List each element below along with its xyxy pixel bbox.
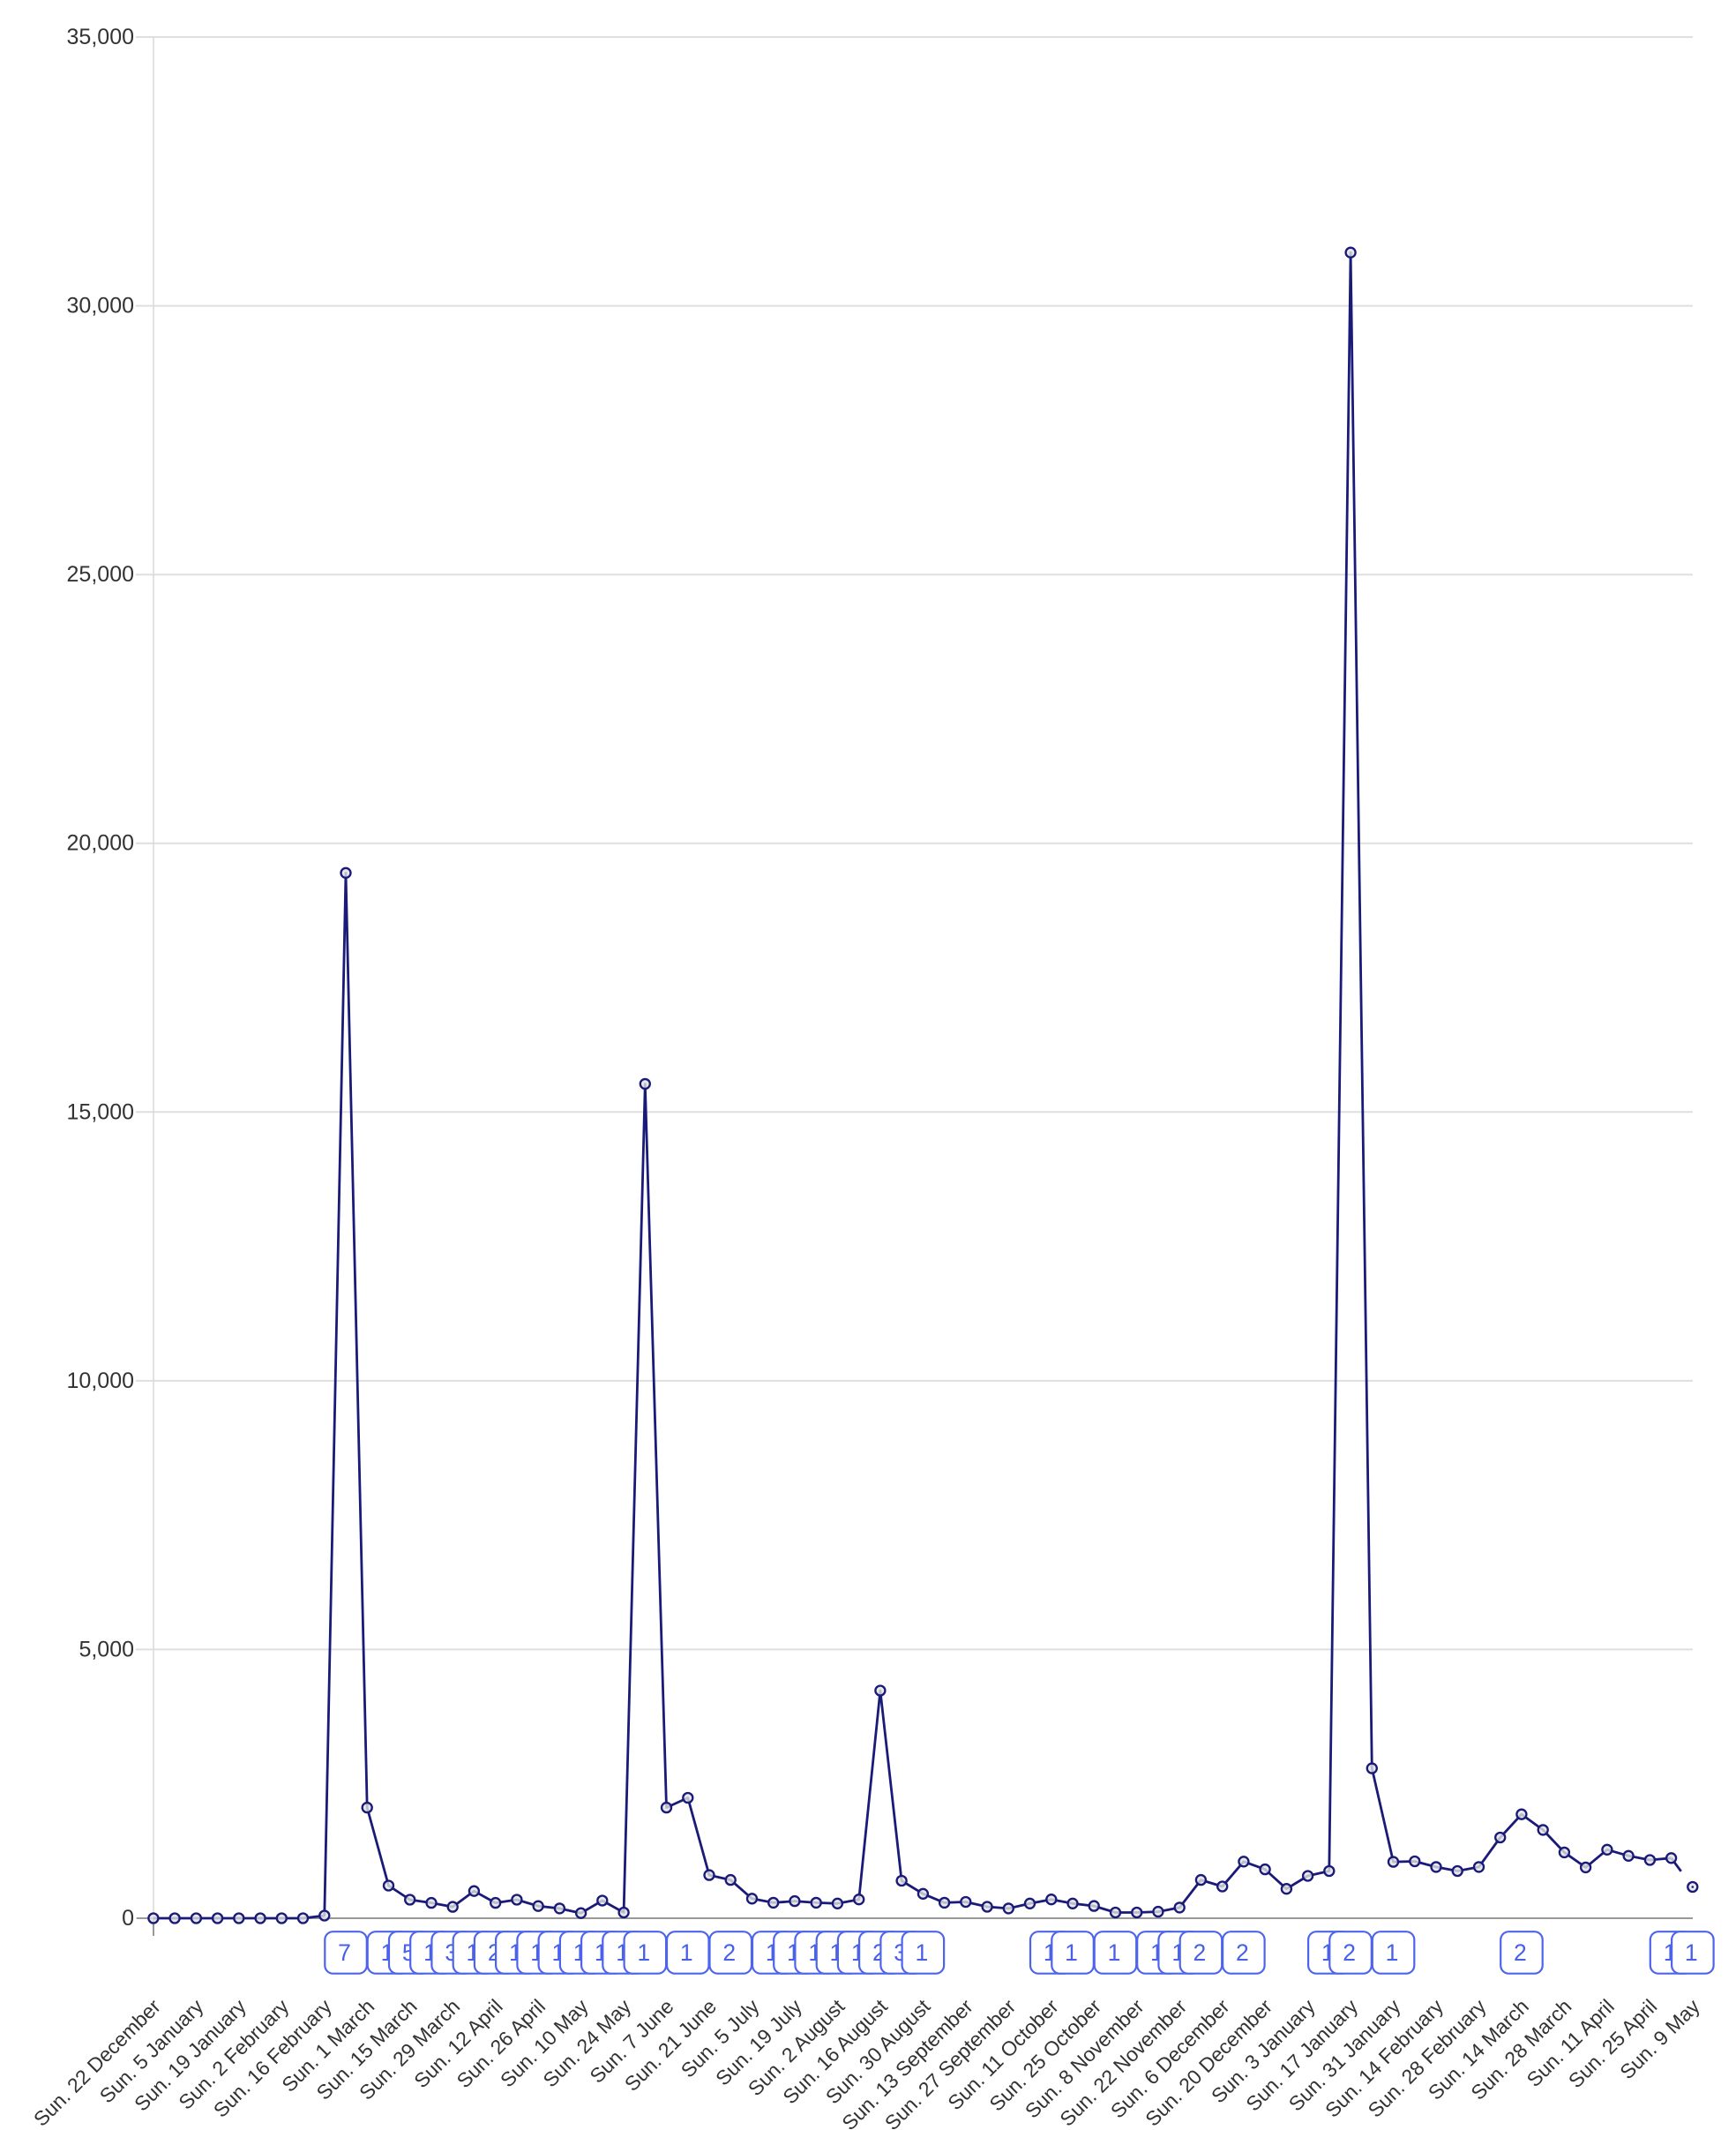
- svg-text:2: 2: [722, 1939, 736, 1966]
- svg-text:25,000: 25,000: [67, 562, 134, 587]
- svg-text:1: 1: [1685, 1939, 1698, 1966]
- svg-text:15,000: 15,000: [67, 1099, 134, 1124]
- svg-text:10,000: 10,000: [67, 1369, 134, 1393]
- svg-text:0: 0: [122, 1906, 134, 1931]
- svg-text:35,000: 35,000: [67, 25, 134, 49]
- svg-text:1: 1: [637, 1939, 650, 1966]
- svg-text:2: 2: [1514, 1939, 1527, 1966]
- svg-text:1: 1: [1108, 1939, 1121, 1966]
- svg-text:2: 2: [1194, 1939, 1207, 1966]
- svg-text:30,000: 30,000: [67, 294, 134, 319]
- svg-text:2: 2: [1236, 1939, 1249, 1966]
- svg-text:7: 7: [338, 1939, 351, 1966]
- svg-text:2: 2: [1343, 1939, 1356, 1966]
- svg-text:5,000: 5,000: [79, 1637, 134, 1661]
- svg-text:1: 1: [1065, 1939, 1078, 1966]
- svg-text:1: 1: [680, 1939, 693, 1966]
- svg-text:1: 1: [916, 1939, 929, 1966]
- svg-text:20,000: 20,000: [67, 831, 134, 856]
- svg-text:1: 1: [1386, 1939, 1399, 1966]
